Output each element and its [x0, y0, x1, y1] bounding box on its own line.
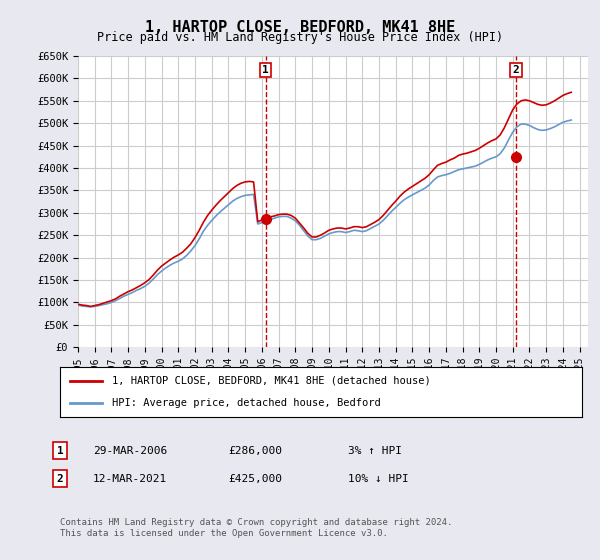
Text: 1, HARTOP CLOSE, BEDFORD, MK41 8HE (detached house): 1, HARTOP CLOSE, BEDFORD, MK41 8HE (deta… [112, 376, 431, 386]
Text: 1: 1 [262, 65, 269, 75]
Text: 3% ↑ HPI: 3% ↑ HPI [348, 446, 402, 456]
Text: £286,000: £286,000 [228, 446, 282, 456]
Text: 10% ↓ HPI: 10% ↓ HPI [348, 474, 409, 484]
Text: HPI: Average price, detached house, Bedford: HPI: Average price, detached house, Bedf… [112, 398, 381, 408]
Text: 1, HARTOP CLOSE, BEDFORD, MK41 8HE: 1, HARTOP CLOSE, BEDFORD, MK41 8HE [145, 20, 455, 35]
Text: 2: 2 [512, 65, 520, 75]
Text: Price paid vs. HM Land Registry's House Price Index (HPI): Price paid vs. HM Land Registry's House … [97, 31, 503, 44]
Text: Contains HM Land Registry data © Crown copyright and database right 2024.
This d: Contains HM Land Registry data © Crown c… [60, 518, 452, 538]
Text: 12-MAR-2021: 12-MAR-2021 [93, 474, 167, 484]
Text: 2: 2 [56, 474, 64, 484]
Text: £425,000: £425,000 [228, 474, 282, 484]
Text: 1: 1 [56, 446, 64, 456]
Text: 29-MAR-2006: 29-MAR-2006 [93, 446, 167, 456]
